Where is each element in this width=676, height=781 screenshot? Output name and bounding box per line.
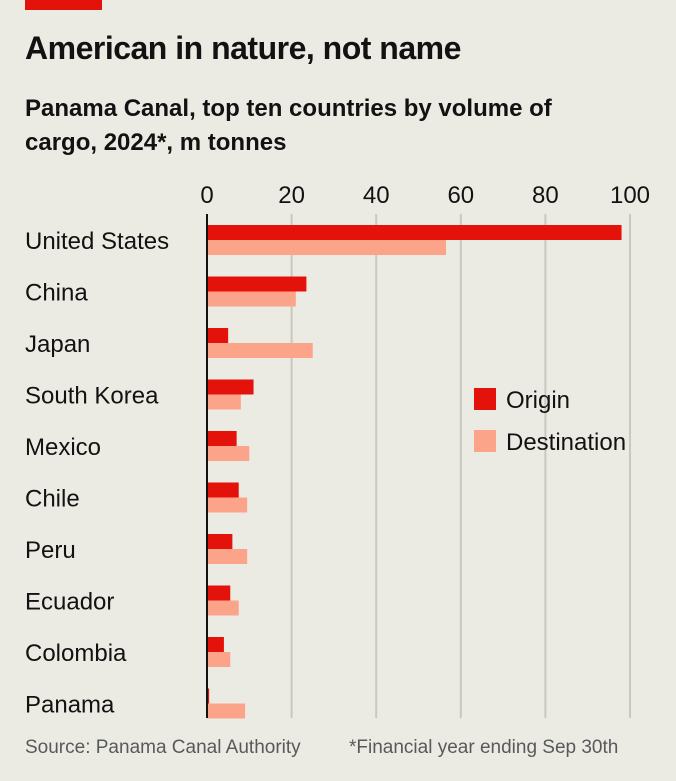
legend-swatch-destination	[474, 430, 496, 452]
source-note: Source: Panama Canal Authority	[25, 737, 301, 758]
category-label: Ecuador	[25, 589, 114, 616]
chart-subtitle: Panama Canal, top ten countries by volum…	[25, 95, 552, 156]
legend-swatch-origin	[474, 388, 496, 410]
category-label: Peru	[25, 537, 76, 564]
legend-label-destination: Destination	[506, 429, 626, 456]
category-label: Mexico	[25, 434, 101, 461]
x-tick-label: 100	[610, 182, 650, 209]
chart-title: American in nature, not name	[25, 30, 461, 66]
bar-destination	[207, 703, 246, 719]
bar-origin	[207, 328, 229, 343]
x-tick-label: 60	[447, 182, 474, 209]
bar-destination	[207, 291, 296, 307]
bar-destination	[207, 600, 239, 616]
bar-origin	[207, 276, 307, 292]
category-label: South Korea	[25, 383, 159, 410]
x-tick-label: 0	[200, 182, 213, 209]
bar-origin	[207, 482, 239, 498]
bar-origin	[207, 431, 237, 446]
category-label: China	[25, 280, 88, 307]
category-label: Panama	[25, 692, 115, 719]
category-label: Chile	[25, 486, 80, 513]
bar-destination	[207, 497, 248, 513]
category-label: United States	[25, 228, 169, 255]
bar-origin	[207, 688, 210, 704]
bar-origin	[207, 585, 231, 601]
bar-destination	[207, 343, 313, 358]
bar-destination	[207, 652, 231, 667]
bar-origin	[207, 534, 233, 549]
bar-origin	[207, 637, 224, 652]
bar-destination	[207, 394, 241, 410]
bar-destination	[207, 549, 248, 564]
x-tick-label: 80	[532, 182, 559, 209]
bar-origin	[207, 379, 254, 395]
category-label: Colombia	[25, 640, 127, 667]
x-tick-label: 40	[363, 182, 390, 209]
bar-destination	[207, 240, 446, 255]
category-label: Japan	[25, 331, 90, 358]
x-tick-label: 20	[278, 182, 305, 209]
brand-tag	[25, 0, 102, 10]
legend-label-origin: Origin	[506, 387, 570, 414]
footnote: *Financial year ending Sep 30th	[349, 737, 619, 758]
bar-destination	[207, 446, 250, 461]
bar-origin	[207, 225, 622, 240]
